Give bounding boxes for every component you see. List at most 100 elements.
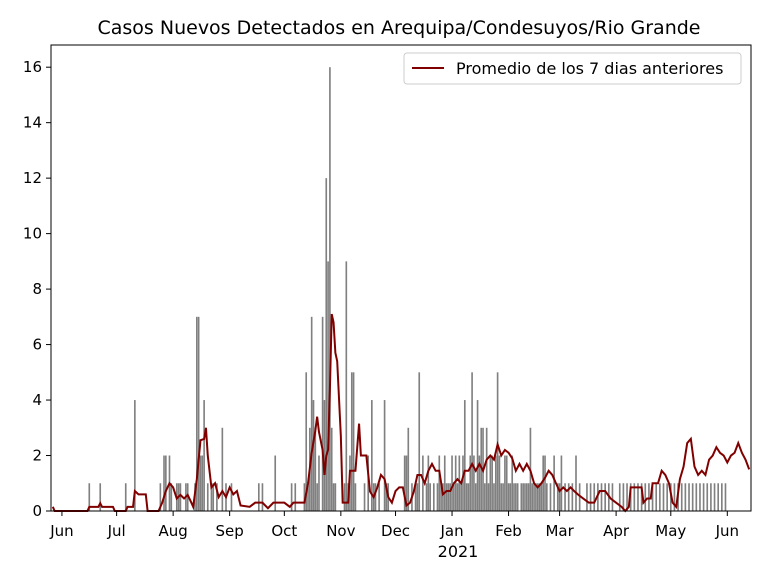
bar xyxy=(538,483,541,511)
bar xyxy=(536,483,539,511)
bar xyxy=(637,483,639,511)
bar xyxy=(546,483,548,511)
bar xyxy=(88,483,91,511)
bar xyxy=(706,483,709,511)
bar xyxy=(323,400,326,511)
bar xyxy=(456,483,459,511)
bar xyxy=(710,483,712,511)
bar xyxy=(170,483,173,511)
bar xyxy=(462,455,464,511)
bar xyxy=(134,400,136,511)
bar xyxy=(354,483,357,511)
bar xyxy=(469,455,472,511)
bar xyxy=(440,483,442,511)
bar xyxy=(513,483,515,511)
bar xyxy=(305,372,308,511)
bar xyxy=(600,483,603,511)
bar xyxy=(197,316,200,511)
bar xyxy=(680,483,683,511)
bar xyxy=(458,455,461,511)
bar xyxy=(666,483,668,511)
bar xyxy=(544,455,546,511)
bar xyxy=(334,483,337,511)
bar xyxy=(491,455,493,511)
bar xyxy=(522,483,524,511)
x-year-label: 2021 xyxy=(438,542,479,561)
bar xyxy=(290,483,293,511)
bar xyxy=(721,483,723,511)
bar xyxy=(540,483,543,511)
bar xyxy=(556,483,559,511)
bar xyxy=(124,483,127,511)
bar xyxy=(261,483,264,511)
bar xyxy=(196,316,198,511)
bar xyxy=(465,483,468,511)
plot-frame xyxy=(50,44,752,512)
bar xyxy=(684,483,687,511)
x-tick-label: May xyxy=(655,522,686,540)
bar xyxy=(586,483,588,511)
bar xyxy=(206,483,209,511)
bar xyxy=(531,483,534,511)
bar xyxy=(640,483,643,511)
bar xyxy=(713,483,716,511)
bar xyxy=(199,455,202,511)
bar xyxy=(436,483,439,511)
x-tick-label: Mar xyxy=(545,522,574,540)
bar xyxy=(500,483,503,511)
bar xyxy=(509,483,512,511)
bar xyxy=(571,483,574,511)
bar xyxy=(442,483,444,511)
bar xyxy=(345,261,348,511)
bar xyxy=(575,455,577,511)
bar xyxy=(383,400,386,511)
bar xyxy=(478,455,481,511)
average-line xyxy=(51,313,751,513)
bar xyxy=(449,483,452,511)
bar xyxy=(589,483,592,511)
x-tick-label: Jun xyxy=(49,522,73,540)
bar xyxy=(542,455,545,511)
bar xyxy=(453,483,455,511)
bar xyxy=(403,455,406,511)
legend-box xyxy=(403,52,742,85)
bar xyxy=(699,483,701,511)
bar xyxy=(425,483,428,511)
bar xyxy=(655,483,658,511)
bar xyxy=(378,483,380,511)
bar xyxy=(673,483,676,511)
bar xyxy=(212,483,215,511)
x-tick-label: Jul xyxy=(107,522,126,540)
x-tick-label: Apr xyxy=(603,522,630,540)
y-tick-label: 10 xyxy=(23,225,42,243)
bar xyxy=(505,455,508,511)
bar xyxy=(593,483,596,511)
chart-title: Casos Nuevos Detectados en Arequipa/Cond… xyxy=(98,17,701,39)
bar xyxy=(330,427,333,511)
bar xyxy=(604,483,606,511)
bar xyxy=(454,455,457,511)
bar xyxy=(474,483,477,511)
bar xyxy=(502,483,504,511)
bar xyxy=(325,178,328,511)
bar-series xyxy=(88,67,727,511)
x-tick-label: Oct xyxy=(271,522,297,540)
bar xyxy=(414,483,417,511)
bar xyxy=(651,483,654,511)
bar xyxy=(558,483,561,511)
bar xyxy=(487,483,490,511)
bar xyxy=(307,483,309,511)
x-tick-label: Jan xyxy=(439,522,463,540)
y-tick-label: 6 xyxy=(32,336,42,354)
bar xyxy=(165,455,167,511)
bar xyxy=(316,483,318,511)
bar xyxy=(374,483,377,511)
y-tick-label: 4 xyxy=(32,391,42,409)
bar xyxy=(407,427,410,511)
bar xyxy=(451,455,453,511)
bar xyxy=(564,483,566,511)
bar xyxy=(294,483,297,511)
bar xyxy=(159,483,162,511)
bar xyxy=(321,316,324,511)
